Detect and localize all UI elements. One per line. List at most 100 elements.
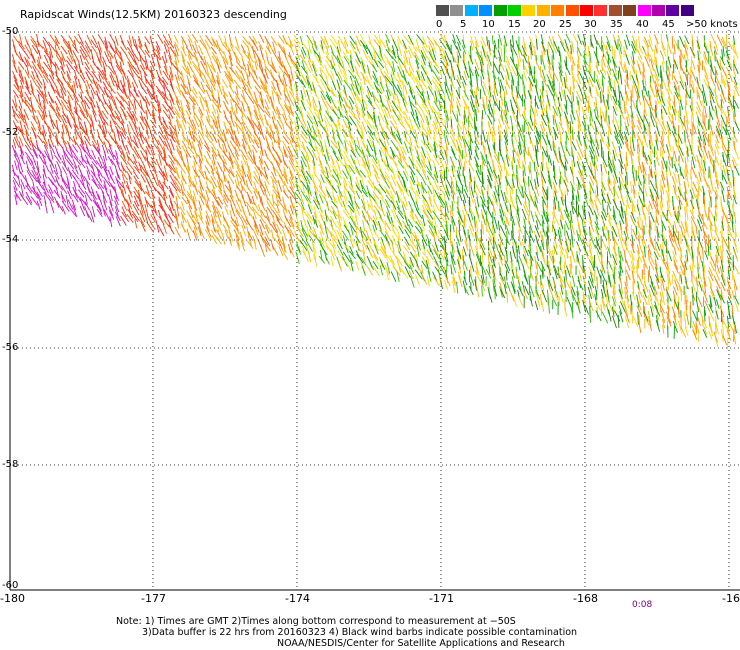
wind-barb: [180, 99, 184, 112]
wind-barb: [259, 91, 264, 103]
wind-barb: [530, 49, 532, 60]
wind-barb: [475, 126, 479, 138]
wind-barb: [12, 179, 18, 192]
wind-barb: [26, 65, 30, 76]
wind-barb: [440, 46, 447, 58]
wind-barb: [253, 79, 262, 90]
wind-barb: [229, 194, 236, 207]
wind-barb: [383, 146, 387, 157]
wind-barb: [623, 101, 626, 114]
wind-barb: [386, 44, 395, 56]
wind-barb: [452, 34, 456, 44]
wind-barb: [522, 80, 526, 90]
wind-barb: [546, 121, 553, 134]
wind-barb: [482, 214, 486, 226]
wind-barb: [397, 185, 403, 196]
wind-barb: [593, 101, 597, 112]
wind-barb: [578, 145, 584, 158]
wind-barb: [270, 175, 278, 186]
wind-barb: [553, 165, 556, 178]
wind-barb: [314, 40, 318, 51]
wind-barb: [456, 183, 462, 194]
wind-barb: [673, 184, 677, 196]
wind-barb: [373, 54, 379, 66]
wind-barb: [469, 74, 473, 88]
wind-barb: [109, 216, 113, 228]
wind-barb: [356, 144, 364, 155]
wind-barb: [481, 110, 484, 120]
wind-barb: [620, 164, 623, 175]
wind-barb: [726, 128, 732, 141]
wind-barb: [451, 244, 454, 258]
wind-barb: [492, 236, 495, 250]
wind-barb: [234, 219, 239, 232]
wind-barb: [733, 81, 739, 90]
wind-barb: [395, 191, 400, 203]
wind-barb: [248, 145, 253, 155]
wind-barb: [133, 124, 139, 137]
wind-barb: [211, 51, 218, 61]
wind-barb: [671, 113, 675, 125]
wind-barb: [624, 61, 628, 72]
wind-barb: [355, 169, 362, 178]
wind-barb: [284, 121, 292, 131]
wind-barb: [449, 99, 454, 110]
wind-barb: [301, 150, 307, 162]
wind-barb: [312, 63, 318, 77]
wind-barb: [475, 109, 478, 122]
wind-barb: [612, 86, 616, 98]
wind-barb: [474, 120, 477, 131]
wind-barb: [302, 250, 309, 262]
wind-barb: [314, 211, 318, 223]
wind-barb: [336, 173, 342, 186]
wind-barb: [474, 58, 480, 71]
wind-barb: [331, 136, 338, 145]
wind-barb: [654, 34, 659, 44]
wind-barb: [421, 154, 427, 166]
wind-barb: [559, 235, 563, 246]
wind-barb: [264, 99, 270, 110]
wind-barb: [294, 219, 301, 232]
wind-barb: [151, 111, 157, 124]
wind-barb: [529, 70, 535, 83]
wind-barb: [445, 224, 449, 237]
wind-barb: [355, 35, 362, 47]
wind-barb: [517, 245, 520, 255]
wind-barb: [565, 131, 570, 141]
wind-barb: [234, 101, 243, 113]
wind-barb: [660, 190, 663, 201]
wind-barb: [36, 191, 42, 201]
wind-barb: [451, 110, 458, 122]
wind-barb: [38, 148, 46, 158]
wind-barb: [607, 160, 613, 172]
wind-barb: [618, 134, 625, 145]
wind-barb: [521, 208, 527, 220]
wind-barb: [595, 225, 600, 236]
wind-barb: [672, 199, 675, 211]
wind-barb: [140, 150, 147, 162]
wind-barb: [235, 69, 241, 80]
wind-barb: [384, 75, 393, 86]
wind-barb: [296, 91, 300, 102]
wind-barb: [709, 210, 715, 220]
wind-barb: [475, 164, 481, 176]
wind-barb: [731, 204, 735, 217]
wind-barb: [539, 139, 542, 150]
wind-barb: [420, 95, 427, 107]
wind-barb: [415, 100, 424, 112]
wind-barb: [487, 245, 493, 258]
wind-barb: [275, 91, 282, 101]
wind-barb: [53, 169, 60, 180]
wind-barb: [212, 104, 217, 115]
wind-barb: [715, 74, 720, 85]
wind-barb: [115, 65, 123, 75]
wind-barb: [306, 220, 312, 230]
wind-barb: [96, 105, 103, 117]
wind-barb: [613, 124, 619, 138]
wind-barb: [438, 48, 446, 60]
wind-barb: [12, 114, 19, 124]
wind-barb: [607, 219, 614, 232]
wind-barb: [631, 74, 637, 87]
wind-barb: [186, 74, 191, 86]
wind-barb: [60, 174, 67, 185]
